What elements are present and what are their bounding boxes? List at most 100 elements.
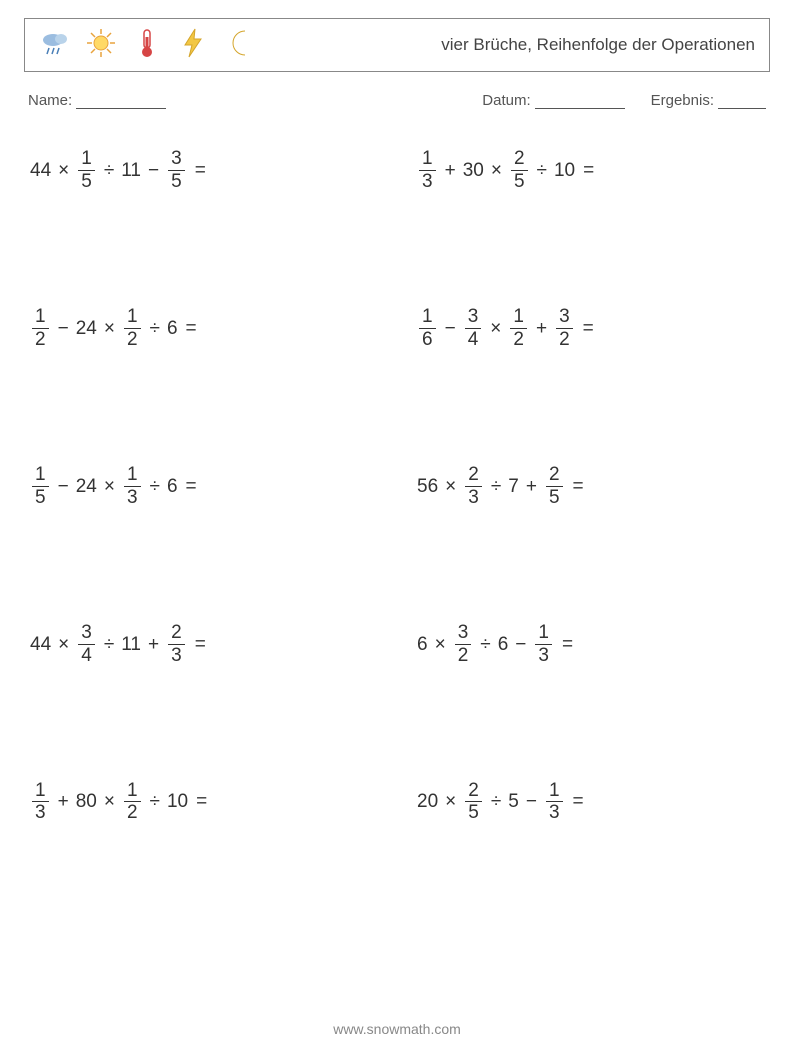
integer: 56 <box>417 477 438 496</box>
problem-3: 12−24×12÷6= <box>30 307 377 350</box>
operator: × <box>432 635 449 654</box>
operator: × <box>442 792 459 811</box>
operator: ÷ <box>147 792 163 811</box>
result-blank[interactable] <box>718 95 766 109</box>
date-label: Datum: <box>482 92 624 109</box>
name-blank[interactable] <box>76 95 166 109</box>
equals-sign: = <box>192 792 207 811</box>
integer: 10 <box>554 161 575 180</box>
name-label: Name: <box>28 92 166 109</box>
fraction: 23 <box>168 623 185 666</box>
equals-sign: = <box>579 319 594 338</box>
equals-sign: = <box>191 161 206 180</box>
integer: 6 <box>417 635 428 654</box>
header-icons <box>39 27 255 64</box>
operator: × <box>101 319 118 338</box>
fraction: 25 <box>511 149 528 192</box>
integer: 6 <box>498 635 509 654</box>
fraction: 13 <box>124 465 141 508</box>
operator: − <box>145 161 162 180</box>
result-label: Ergebnis: <box>651 92 766 109</box>
integer: 24 <box>76 477 97 496</box>
worksheet-title: vier Brüche, Reihenfolge der Operationen <box>441 35 755 55</box>
operator: ÷ <box>147 477 163 496</box>
operator: − <box>442 319 459 338</box>
problem-1: 44× 15 ÷11−35 = <box>30 149 377 192</box>
operator: × <box>488 161 505 180</box>
operator: − <box>55 319 72 338</box>
fraction: 13 <box>535 623 552 666</box>
fraction: 12 <box>124 307 141 350</box>
moon-icon <box>223 27 255 64</box>
equals-sign: = <box>191 635 206 654</box>
operator: − <box>55 477 72 496</box>
operator: − <box>523 792 540 811</box>
integer: 10 <box>167 792 188 811</box>
fraction: 35 <box>168 149 185 192</box>
integer: 5 <box>508 792 519 811</box>
date-blank[interactable] <box>535 95 625 109</box>
info-row: Name: Datum: Ergebnis: <box>24 92 770 109</box>
fraction: 23 <box>465 465 482 508</box>
problem-6: 56×23÷7+25= <box>417 465 764 508</box>
operator: × <box>101 792 118 811</box>
fraction: 15 <box>32 465 49 508</box>
fraction: 34 <box>78 623 95 666</box>
fraction: 13 <box>32 781 49 824</box>
equals-sign: = <box>182 319 197 338</box>
equals-sign: = <box>569 477 584 496</box>
fraction: 12 <box>124 781 141 824</box>
problem-7: 44× 34 ÷11+23 = <box>30 623 377 666</box>
operator: × <box>55 635 72 654</box>
operator: × <box>55 161 72 180</box>
problem-5: 15−24×13÷6= <box>30 465 377 508</box>
operator: ÷ <box>101 161 117 180</box>
operator: ÷ <box>147 319 163 338</box>
operator: ÷ <box>534 161 550 180</box>
integer: 80 <box>76 792 97 811</box>
problem-8: 6×32÷6−13= <box>417 623 764 666</box>
integer: 44 <box>30 161 51 180</box>
operator: ÷ <box>101 635 117 654</box>
equals-sign: = <box>558 635 573 654</box>
operator: + <box>55 792 72 811</box>
lightning-icon <box>177 27 209 64</box>
operator: ÷ <box>477 635 493 654</box>
operator: + <box>145 635 162 654</box>
operator: + <box>523 477 540 496</box>
fraction: 32 <box>455 623 472 666</box>
fraction: 16 <box>419 307 436 350</box>
sun-icon <box>85 27 117 64</box>
rain-cloud-icon <box>39 27 71 64</box>
thermometer-icon <box>131 27 163 64</box>
fraction: 32 <box>556 307 573 350</box>
fraction: 13 <box>546 781 563 824</box>
fraction: 34 <box>465 307 482 350</box>
integer: 44 <box>30 635 51 654</box>
integer: 20 <box>417 792 438 811</box>
operator: × <box>101 477 118 496</box>
integer: 11 <box>121 635 141 654</box>
integer: 30 <box>463 161 484 180</box>
operator: ÷ <box>488 792 504 811</box>
problem-2: 13 +30× 25 ÷10= <box>417 149 764 192</box>
fraction: 25 <box>465 781 482 824</box>
problem-4: 16−34×12+32= <box>417 307 764 350</box>
problem-10: 20× 25 ÷5−13 = <box>417 781 764 824</box>
fraction: 12 <box>32 307 49 350</box>
problem-9: 13 +80× 12 ÷10= <box>30 781 377 824</box>
worksheet-header: vier Brüche, Reihenfolge der Operationen <box>24 18 770 72</box>
operator: + <box>533 319 550 338</box>
operator: − <box>512 635 529 654</box>
equals-sign: = <box>569 792 584 811</box>
fraction: 25 <box>546 465 563 508</box>
equals-sign: = <box>579 161 594 180</box>
operator: ÷ <box>488 477 504 496</box>
fraction: 15 <box>78 149 95 192</box>
fraction: 13 <box>419 149 436 192</box>
integer: 24 <box>76 319 97 338</box>
operator: + <box>442 161 459 180</box>
equals-sign: = <box>182 477 197 496</box>
operator: × <box>487 319 504 338</box>
integer: 11 <box>121 161 141 180</box>
